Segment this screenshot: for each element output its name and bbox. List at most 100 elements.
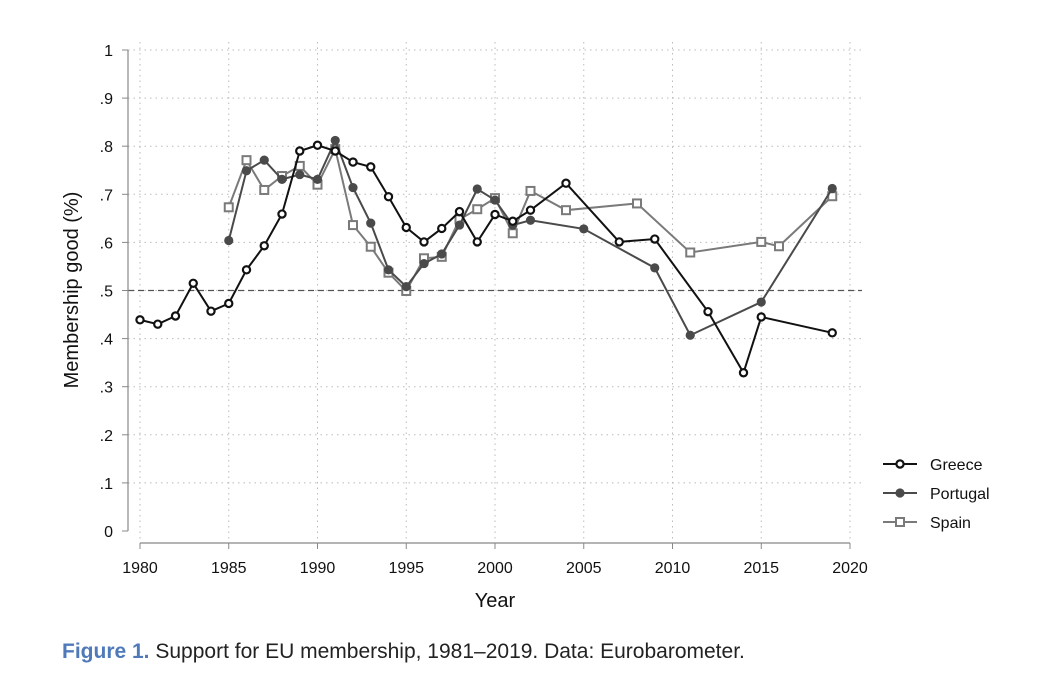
data-point (419, 258, 429, 269)
data-point (295, 169, 305, 180)
data-point (525, 205, 536, 215)
data-point (895, 517, 905, 527)
y-tick-label: .1 (100, 476, 113, 493)
y-tick-label: .7 (100, 187, 113, 204)
data-point (561, 205, 571, 216)
data-point (365, 241, 376, 252)
x-tick-label: 2005 (566, 560, 602, 577)
legend-item-portugal: Portugal (883, 486, 990, 503)
figure-caption: Figure 1. Support for EU membership, 198… (62, 640, 745, 664)
data-point (241, 265, 252, 275)
legend-label: Greece (930, 457, 983, 474)
series-greece (135, 140, 837, 378)
data-point (525, 185, 536, 196)
data-point (614, 237, 624, 247)
data-point (561, 178, 571, 188)
x-tick-label: 2020 (832, 560, 868, 577)
data-point (685, 330, 695, 340)
figure-label: Figure 1. (62, 640, 150, 663)
data-point (277, 209, 287, 219)
data-point (507, 228, 518, 239)
data-point (774, 241, 784, 252)
data-point (827, 183, 837, 194)
data-point (419, 237, 429, 247)
data-point (259, 155, 269, 165)
grid (128, 42, 862, 540)
data-point (383, 265, 394, 275)
data-point (579, 224, 589, 234)
data-point (454, 206, 465, 217)
data-point (437, 223, 447, 234)
series-line (227, 137, 834, 337)
data-point (330, 146, 340, 156)
x-tick-label: 1980 (122, 560, 158, 577)
series-group (135, 135, 838, 378)
data-point (490, 209, 500, 220)
data-point (223, 202, 234, 213)
data-point (490, 195, 500, 205)
data-point (348, 182, 358, 193)
y-tick-label: .4 (100, 332, 113, 349)
data-point (224, 298, 234, 309)
x-tick-label: 1995 (388, 560, 424, 577)
series-portugal (224, 135, 837, 340)
data-point (295, 146, 305, 156)
data-point (277, 174, 287, 184)
data-point (895, 488, 905, 498)
axes: 0 .1 .2 .3 .4 .5 .6 .7 .8 .9 1 1980 1985 1990 1995 2000… (100, 43, 868, 577)
data-point (650, 263, 660, 273)
data-point (454, 220, 465, 230)
data-point (348, 220, 358, 231)
x-tick-label: 2000 (477, 560, 513, 577)
data-point (401, 282, 411, 292)
data-point (241, 155, 252, 166)
data-point (437, 249, 447, 259)
legend-label: Spain (930, 515, 971, 532)
x-tick-label: 2015 (743, 560, 779, 577)
data-point (383, 192, 394, 202)
data-point (738, 368, 749, 378)
legend: Greece Portugal Spain (883, 457, 990, 532)
data-point (703, 306, 713, 317)
data-point (525, 215, 536, 225)
data-point (206, 306, 216, 316)
data-point (170, 311, 181, 321)
legend-item-spain: Spain (883, 515, 971, 532)
x-axis-label: Year (475, 590, 516, 612)
data-point (472, 237, 482, 247)
caption-text: Support for EU membership, 1981–2019. Da… (149, 640, 745, 663)
y-tick-label: .6 (100, 235, 113, 252)
data-point (135, 315, 145, 325)
data-point (348, 157, 358, 167)
y-tick-label: 1 (104, 43, 113, 60)
x-tick-label: 1985 (211, 560, 247, 577)
data-point (508, 216, 518, 226)
y-tick-label: .2 (100, 428, 113, 445)
y-tick-label: .5 (100, 284, 113, 301)
data-point (259, 241, 269, 251)
data-point (895, 459, 905, 469)
data-point (312, 174, 323, 184)
data-point (472, 184, 482, 194)
y-axis-label: Membership good (%) (61, 192, 83, 389)
x-tick-label: 2010 (655, 560, 691, 577)
y-tick-label: .3 (100, 380, 113, 397)
data-point (330, 135, 340, 146)
data-point (685, 247, 696, 258)
data-point (366, 162, 376, 172)
data-point (756, 297, 766, 307)
data-point (241, 166, 252, 176)
x-tick-label: 1990 (300, 560, 336, 577)
data-point (224, 235, 234, 246)
y-tick-label: 0 (104, 524, 113, 541)
legend-item-greece: Greece (883, 457, 983, 474)
data-point (827, 328, 837, 338)
y-tick-label: .9 (100, 91, 113, 108)
data-point (632, 198, 642, 209)
data-point (756, 236, 767, 247)
data-point (153, 319, 163, 329)
data-point (259, 184, 270, 195)
data-point (650, 234, 660, 244)
y-tick-label: .8 (100, 139, 113, 156)
